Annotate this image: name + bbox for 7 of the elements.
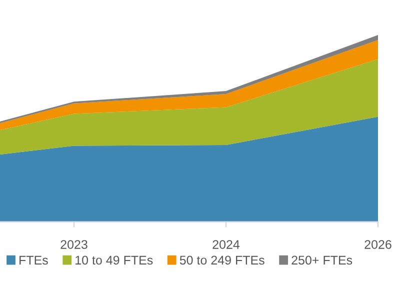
x-tick-label: 2024 xyxy=(212,240,240,249)
legend-label: 50 to 249 FTEs xyxy=(180,256,264,265)
legend-label: FTEs xyxy=(20,256,48,265)
x-tick-label: 2026 xyxy=(364,240,392,249)
x-tick-label: 2023 xyxy=(60,240,88,249)
legend-label: 250+ FTEs xyxy=(292,256,352,265)
legend-label: 10 to 49 FTEs xyxy=(76,256,153,265)
